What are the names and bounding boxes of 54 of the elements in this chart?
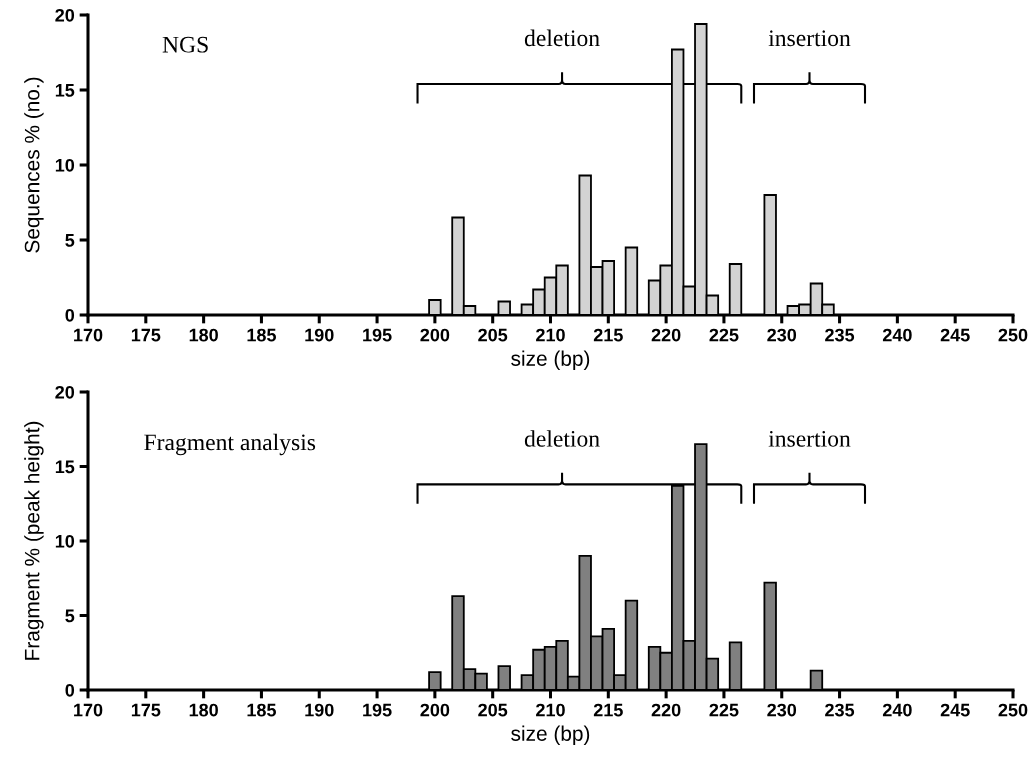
x-tick-label: 225 <box>709 703 739 717</box>
x-tick-label: 170 <box>74 328 103 342</box>
y-tick-label: 0 <box>65 683 75 697</box>
x-axis-title: size (bp) <box>511 725 590 745</box>
x-tick-label: 210 <box>536 328 565 342</box>
annotation: insertion <box>768 430 851 447</box>
x-tick-label: 175 <box>131 328 161 342</box>
x-tick-label: 230 <box>767 328 797 342</box>
x-tick-label: 250 <box>998 703 1028 717</box>
text: Fragment analysis <box>144 433 316 456</box>
x-tick-label: 230 <box>767 703 797 717</box>
y-tick-label: 10 <box>55 158 75 172</box>
x-tick-label: 170 <box>74 703 103 717</box>
y-tick-label: 10 <box>55 534 75 548</box>
x-tick-label: 190 <box>305 703 334 717</box>
x-tick-label: 215 <box>593 328 623 342</box>
x-tick-label: 195 <box>363 703 392 717</box>
x-tick-label: 235 <box>825 328 855 342</box>
x-tick-label: 185 <box>247 328 276 342</box>
x-tick-label: 200 <box>420 703 450 717</box>
x-tick-label: 235 <box>825 703 855 717</box>
x-tick-label: 215 <box>593 703 623 717</box>
y-tick-label: 15 <box>55 84 75 97</box>
annotation: insertion <box>768 30 851 47</box>
y-tick-label: 20 <box>55 8 75 22</box>
x-tick-label: 245 <box>940 328 970 342</box>
y-tick-label: 20 <box>55 385 75 399</box>
y-tick-label: 5 <box>65 609 75 623</box>
x-tick-label: 180 <box>189 703 218 717</box>
x-tick-label: 210 <box>536 703 565 717</box>
x-tick-label: 220 <box>651 703 681 717</box>
x-axis-title: size (bp) <box>511 350 590 370</box>
x-tick-label: 180 <box>189 328 218 342</box>
x-tick-label: 250 <box>998 328 1028 342</box>
y-tick-label: 5 <box>65 234 75 247</box>
annotation: deletion <box>524 29 600 47</box>
text: NGS <box>162 36 208 53</box>
x-tick-label: 205 <box>478 703 508 717</box>
x-tick-label: 240 <box>882 328 912 342</box>
x-tick-label: 195 <box>363 328 392 342</box>
x-tick-label: 240 <box>882 703 912 717</box>
x-tick-label: 175 <box>131 703 161 717</box>
x-tick-label: 190 <box>305 328 334 342</box>
x-tick-label: 220 <box>651 328 681 342</box>
x-tick-label: 245 <box>940 703 970 717</box>
annotation: deletion <box>524 430 600 447</box>
x-tick-label: 200 <box>420 328 450 342</box>
x-tick-label: 225 <box>709 328 739 342</box>
x-tick-label: 205 <box>478 328 508 342</box>
y-tick-label: 15 <box>55 460 75 474</box>
y-tick-label: 0 <box>65 308 75 322</box>
x-tick-label: 185 <box>247 703 276 717</box>
y-axis-title: Fragment % (peak height) <box>24 421 44 660</box>
y-axis-title: Sequences % (no.) <box>24 77 44 253</box>
